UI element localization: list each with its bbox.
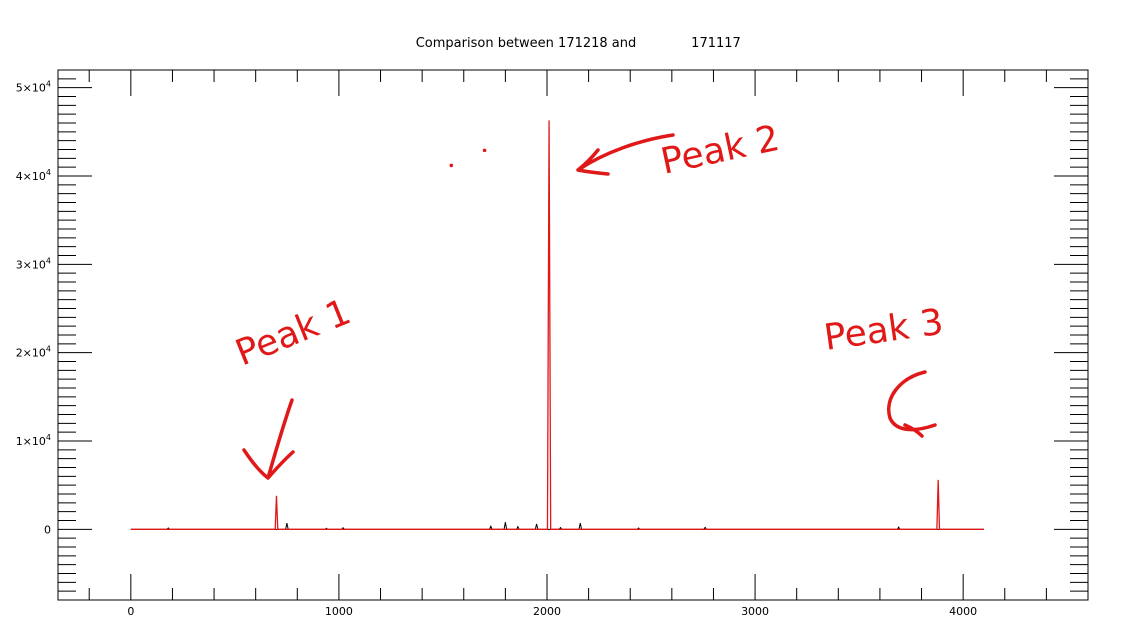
annotation-label-peak-1: Peak 1 [230, 291, 356, 374]
y-tick-mantissa: 2×10 [16, 347, 46, 360]
series-1-line [130, 522, 984, 530]
y-tick-label: 5×104 [16, 80, 51, 95]
x-tick-label: 4000 [949, 605, 977, 618]
ticks-layer: 0 1000 2000 3000 400001×1042×1043×1044×1045×… [16, 69, 1089, 618]
y-tick-mantissa: 4×10 [16, 170, 46, 183]
x-tick-label: 2000 [533, 605, 561, 618]
y-tick-mantissa: 0 [44, 523, 51, 536]
annotation-arrow-peak-2 [576, 133, 675, 176]
y-tick-exponent: 4 [46, 256, 51, 265]
x-tick-label: 0 [127, 605, 134, 618]
y-tick-exponent: 4 [46, 168, 51, 177]
y-tick-label: 0 [44, 523, 51, 536]
y-tick-label: 4×104 [16, 168, 51, 183]
annotation-label-peak-3: Peak 3 [822, 302, 946, 359]
chart-title: Comparison between 171218 and [416, 36, 637, 51]
series-layer [130, 120, 984, 530]
y-tick-label: 3×104 [16, 256, 51, 271]
annotation-label-peak-2: Peak 2 [657, 118, 783, 183]
y-tick-exponent: 4 [46, 80, 51, 89]
y-tick-mantissa: 5×10 [16, 82, 46, 95]
y-tick-label: 2×104 [16, 345, 51, 360]
y-tick-exponent: 4 [46, 433, 51, 442]
x-tick-label: 3000 [741, 605, 769, 618]
annotation-arrow-peak-3 [887, 370, 937, 438]
y-tick-exponent: 4 [46, 345, 51, 354]
series-2-line [130, 120, 984, 530]
y-tick-mantissa: 1×10 [16, 435, 46, 448]
series-2-point [482, 148, 487, 153]
annotation-arrow-peak-1 [242, 398, 295, 480]
y-tick-label: 1×104 [16, 433, 51, 448]
chart-title-suffix: 171117 [691, 36, 741, 51]
series-2-point [449, 163, 454, 168]
annotation-layer: Peak 1 Peak 2 Peak 3 [230, 118, 946, 480]
y-tick-mantissa: 3×10 [16, 258, 46, 271]
x-tick-label: 1000 [325, 605, 353, 618]
